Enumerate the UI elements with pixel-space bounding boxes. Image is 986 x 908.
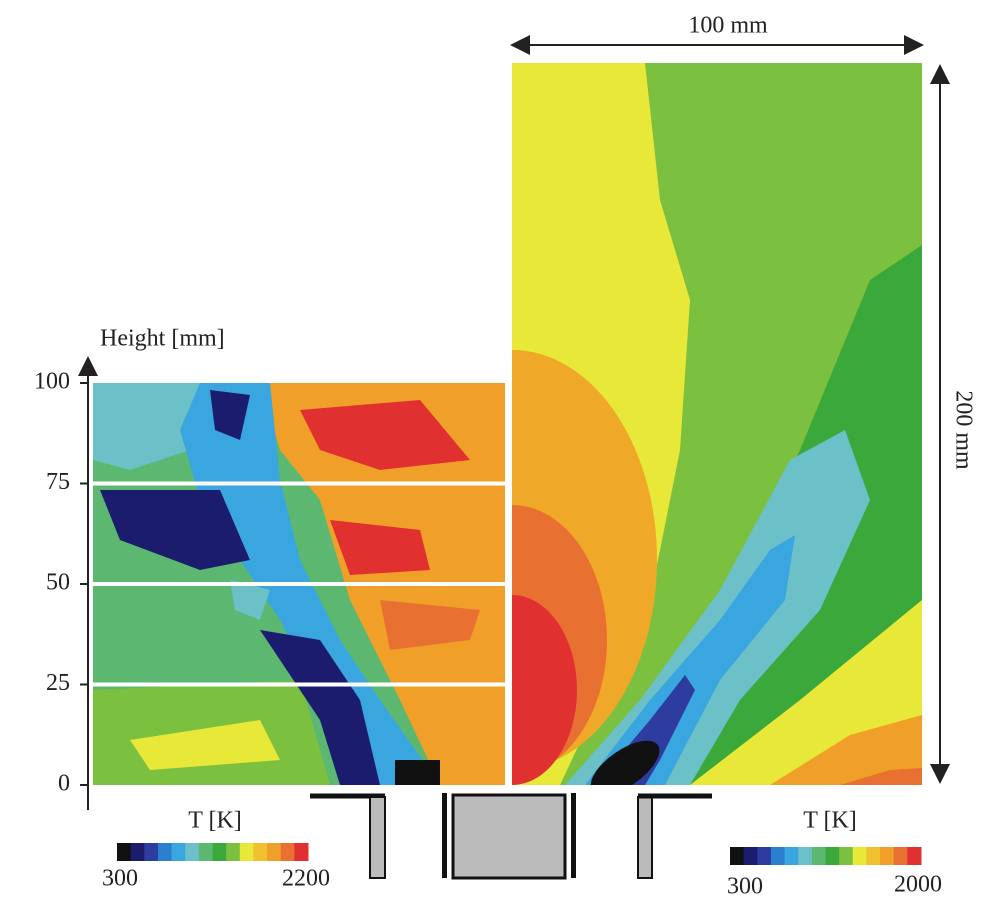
colorbar-swatch <box>880 847 895 865</box>
colorbar-label: T [K] <box>188 808 242 834</box>
colorbar-swatch <box>825 847 840 865</box>
height-label: 200 mm <box>950 390 976 470</box>
colorbar-swatch <box>757 847 772 865</box>
colorbar-swatch <box>171 843 186 861</box>
colorbar-min: 300 <box>727 874 763 900</box>
colorbar-swatch <box>130 843 145 861</box>
colorbar-max: 2200 <box>282 866 330 892</box>
colorbar-swatch <box>294 843 309 861</box>
colorbar-swatch <box>212 843 227 861</box>
y-axis-label: Height [mm] <box>100 326 225 352</box>
y-tick-label: 50 <box>46 570 70 596</box>
colorbar-swatch <box>743 847 758 865</box>
colorbar-swatch <box>866 847 881 865</box>
colorbar-swatch <box>267 843 282 861</box>
colorbar-swatch <box>893 847 908 865</box>
colorbar-swatch <box>770 847 786 865</box>
colorbar-swatch <box>117 843 132 861</box>
y-tick-label: 75 <box>46 469 70 495</box>
width-label: 100 mm <box>688 13 768 39</box>
colorbar-swatch <box>280 843 295 861</box>
colorbar-swatch <box>185 843 200 861</box>
colorbar-swatch <box>144 843 159 861</box>
colorbar-swatch <box>811 847 826 865</box>
colorbar-swatch <box>839 847 854 865</box>
right-temperature-field <box>512 63 922 785</box>
colorbar-swatch <box>226 843 241 861</box>
colorbar-min: 300 <box>102 866 138 892</box>
colorbar-swatch <box>907 847 922 865</box>
y-tick-label: 25 <box>46 670 70 696</box>
colorbar-swatch <box>730 847 745 865</box>
colorbar-swatch <box>198 843 213 861</box>
colorbar-swatch <box>852 847 867 865</box>
y-tick-label: 0 <box>58 771 70 797</box>
colorbar-swatch <box>784 847 799 865</box>
colorbar-swatch <box>253 843 268 861</box>
y-tick-label: 100 <box>34 369 70 395</box>
colorbar-max: 2000 <box>894 872 942 898</box>
colorbar-swatch <box>239 843 254 861</box>
colorbar-swatch <box>798 847 813 865</box>
burner <box>310 793 712 880</box>
colorbar-label: T [K] <box>803 808 857 834</box>
colorbar-swatch <box>157 843 173 861</box>
